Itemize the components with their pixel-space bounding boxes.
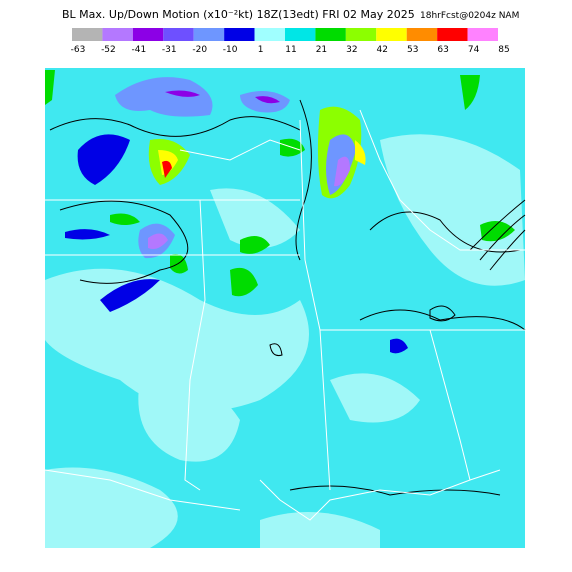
colorbar-label: 32 <box>346 45 357 55</box>
color-swatch <box>285 28 316 41</box>
motion-blobs <box>45 70 515 354</box>
colorbar-label: 85 <box>498 45 509 55</box>
colorbar: -63 -52 -41 -31 -20 -10 1 11 21 32 42 53 63 74 85 <box>71 28 510 55</box>
colorbar-label: -31 <box>162 45 177 55</box>
color-swatch <box>376 28 407 41</box>
colorbar-label: 53 <box>407 45 418 55</box>
colorbar-label: 1 <box>258 45 264 55</box>
state-borders <box>44 109 525 521</box>
color-swatch <box>224 28 255 41</box>
color-swatch <box>132 28 164 41</box>
colorbar-label: 74 <box>468 45 480 55</box>
color-swatch <box>72 28 103 41</box>
color-swatch <box>345 28 377 41</box>
color-swatch <box>315 28 346 41</box>
subtitle: 18hrFcst@0204z NAM <box>420 11 519 21</box>
colorbar-label: 11 <box>285 45 296 55</box>
color-swatch <box>163 28 194 41</box>
color-swatch <box>102 28 133 41</box>
colorbar-label: -63 <box>71 45 86 55</box>
colorbar-label: -10 <box>223 45 238 55</box>
color-swatch <box>254 28 285 41</box>
map <box>44 68 526 548</box>
contours <box>49 99 526 496</box>
color-swatch <box>467 28 498 41</box>
color-swatch <box>406 28 438 41</box>
colorbar-label: -52 <box>101 45 116 55</box>
color-swatch <box>193 28 225 41</box>
colorbar-label: 42 <box>377 45 388 55</box>
light-patches <box>45 134 525 548</box>
title: BL Max. Up/Down Motion (x10⁻²kt) 18Z(13e… <box>62 8 415 21</box>
colorbar-label: -41 <box>132 45 147 55</box>
colorbar-label: -20 <box>192 45 207 55</box>
color-swatch <box>437 28 468 41</box>
colorbar-label: 21 <box>316 45 327 55</box>
colorbar-label: 63 <box>437 45 448 55</box>
